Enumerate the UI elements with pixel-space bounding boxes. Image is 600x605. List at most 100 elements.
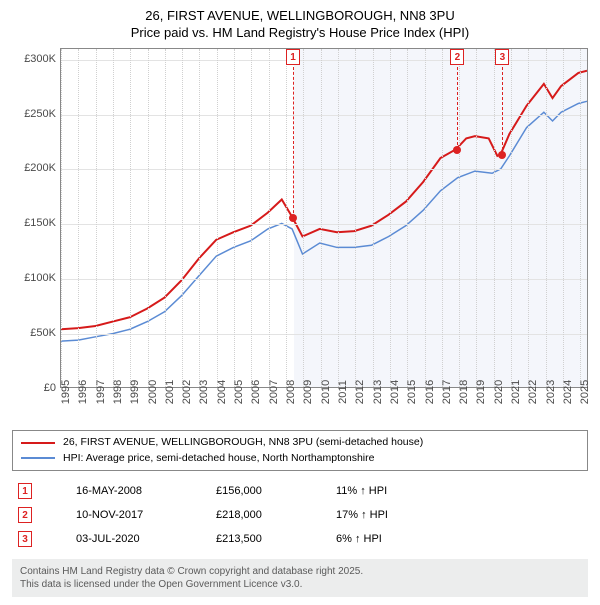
legend: 26, FIRST AVENUE, WELLINGBOROUGH, NN8 3P… <box>12 430 588 472</box>
marker-dot <box>289 214 297 222</box>
x-tick-label: 2006 <box>250 380 262 404</box>
grid-line-v <box>459 49 460 387</box>
legend-swatch-2 <box>21 457 55 459</box>
grid-line-v <box>148 49 149 387</box>
marker-line <box>502 67 503 155</box>
x-tick-label: 2009 <box>302 380 314 404</box>
grid-line-v <box>321 49 322 387</box>
grid-line-v <box>182 49 183 387</box>
grid-line-v <box>442 49 443 387</box>
x-tick-label: 2010 <box>320 380 332 404</box>
y-tick-label: £300K <box>24 53 56 65</box>
sales-diff: 6% ↑ HPI <box>336 533 466 545</box>
grid-line-v <box>511 49 512 387</box>
grid-line-h <box>61 115 587 116</box>
grid-line-v <box>61 49 62 387</box>
sales-row: 116-MAY-2008£156,00011% ↑ HPI <box>12 479 588 503</box>
y-tick-label: £100K <box>24 272 56 284</box>
grid-line-v <box>303 49 304 387</box>
grid-line-h <box>61 224 587 225</box>
marker-dot <box>453 146 461 154</box>
sales-date: 16-MAY-2008 <box>76 485 216 497</box>
grid-line-v <box>217 49 218 387</box>
x-tick-label: 1995 <box>60 380 72 404</box>
series-price_paid <box>61 71 587 329</box>
x-tick-label: 2004 <box>216 380 228 404</box>
legend-swatch-1 <box>21 442 55 444</box>
x-tick-label: 2022 <box>527 380 539 404</box>
sales-table: 116-MAY-2008£156,00011% ↑ HPI210-NOV-201… <box>12 479 588 551</box>
legend-label-1: 26, FIRST AVENUE, WELLINGBOROUGH, NN8 3P… <box>63 435 423 451</box>
x-tick-label: 2018 <box>458 380 470 404</box>
grid-line-v <box>234 49 235 387</box>
x-tick-label: 2001 <box>164 380 176 404</box>
x-tick-label: 2017 <box>441 380 453 404</box>
y-tick-label: £250K <box>24 108 56 120</box>
sales-marker: 1 <box>18 483 32 499</box>
grid-line-v <box>286 49 287 387</box>
x-tick-label: 2015 <box>406 380 418 404</box>
sales-price: £213,500 <box>216 533 336 545</box>
plot-area: 123 <box>60 48 588 388</box>
x-tick-label: 2011 <box>337 380 349 404</box>
grid-line-v <box>373 49 374 387</box>
marker-box: 1 <box>286 49 300 65</box>
grid-line-v <box>113 49 114 387</box>
sales-row: 2 10-NOV-2017£218,00017% ↑ HPI <box>12 503 588 527</box>
x-tick-label: 2012 <box>354 380 366 404</box>
x-tick-label: 1996 <box>77 380 89 404</box>
y-tick-label: £0 <box>44 382 56 394</box>
legend-row-1: 26, FIRST AVENUE, WELLINGBOROUGH, NN8 3P… <box>21 435 579 451</box>
sales-diff: 17% ↑ HPI <box>336 509 466 521</box>
sales-marker: 2 <box>18 507 32 523</box>
sales-row: 3 03-JUL-2020£213,5006% ↑ HPI <box>12 527 588 551</box>
grid-line-v <box>425 49 426 387</box>
grid-line-v <box>580 49 581 387</box>
chart-lines <box>61 49 587 387</box>
marker-line <box>293 67 294 218</box>
x-tick-label: 2007 <box>268 380 280 404</box>
sales-price: £218,000 <box>216 509 336 521</box>
y-axis: £0£50K£100K£150K£200K£250K£300K <box>12 48 60 388</box>
x-tick-label: 1997 <box>95 380 107 404</box>
chart-title: 26, FIRST AVENUE, WELLINGBOROUGH, NN8 3P… <box>12 8 588 42</box>
marker-dot <box>498 151 506 159</box>
y-tick-label: £150K <box>24 217 56 229</box>
x-tick-label: 2014 <box>389 380 401 404</box>
x-tick-label: 2021 <box>510 380 522 404</box>
grid-line-v <box>338 49 339 387</box>
x-tick-label: 2005 <box>233 380 245 404</box>
y-tick-label: £50K <box>30 327 56 339</box>
grid-line-v <box>199 49 200 387</box>
marker-line <box>457 67 458 150</box>
sales-diff: 11% ↑ HPI <box>336 485 466 497</box>
x-tick-label: 2002 <box>181 380 193 404</box>
x-tick-label: 2025 <box>579 380 591 404</box>
footer-line2: This data is licensed under the Open Gov… <box>20 579 302 590</box>
sales-marker: 3 <box>18 531 32 547</box>
x-axis: 1995199619971998199920002001200220032004… <box>60 388 588 428</box>
x-tick-label: 2019 <box>475 380 487 404</box>
sales-date: 10-NOV-2017 <box>76 509 216 521</box>
grid-line-v <box>165 49 166 387</box>
chart: £0£50K£100K£150K£200K£250K£300K 123 1995… <box>12 48 588 428</box>
grid-line-v <box>528 49 529 387</box>
sales-date: 03-JUL-2020 <box>76 533 216 545</box>
x-tick-label: 1998 <box>112 380 124 404</box>
marker-box: 2 <box>450 49 464 65</box>
grid-line-v <box>476 49 477 387</box>
footer: Contains HM Land Registry data © Crown c… <box>12 559 588 597</box>
grid-line-v <box>355 49 356 387</box>
grid-line-v <box>78 49 79 387</box>
grid-line-h <box>61 279 587 280</box>
grid-line-v <box>563 49 564 387</box>
x-tick-label: 2008 <box>285 380 297 404</box>
x-tick-label: 1999 <box>129 380 141 404</box>
footer-line1: Contains HM Land Registry data © Crown c… <box>20 566 363 577</box>
grid-line-h <box>61 334 587 335</box>
legend-row-2: HPI: Average price, semi-detached house,… <box>21 451 579 467</box>
x-tick-label: 2000 <box>147 380 159 404</box>
title-line2: Price paid vs. HM Land Registry's House … <box>131 25 469 40</box>
x-tick-label: 2013 <box>372 380 384 404</box>
y-tick-label: £200K <box>24 162 56 174</box>
